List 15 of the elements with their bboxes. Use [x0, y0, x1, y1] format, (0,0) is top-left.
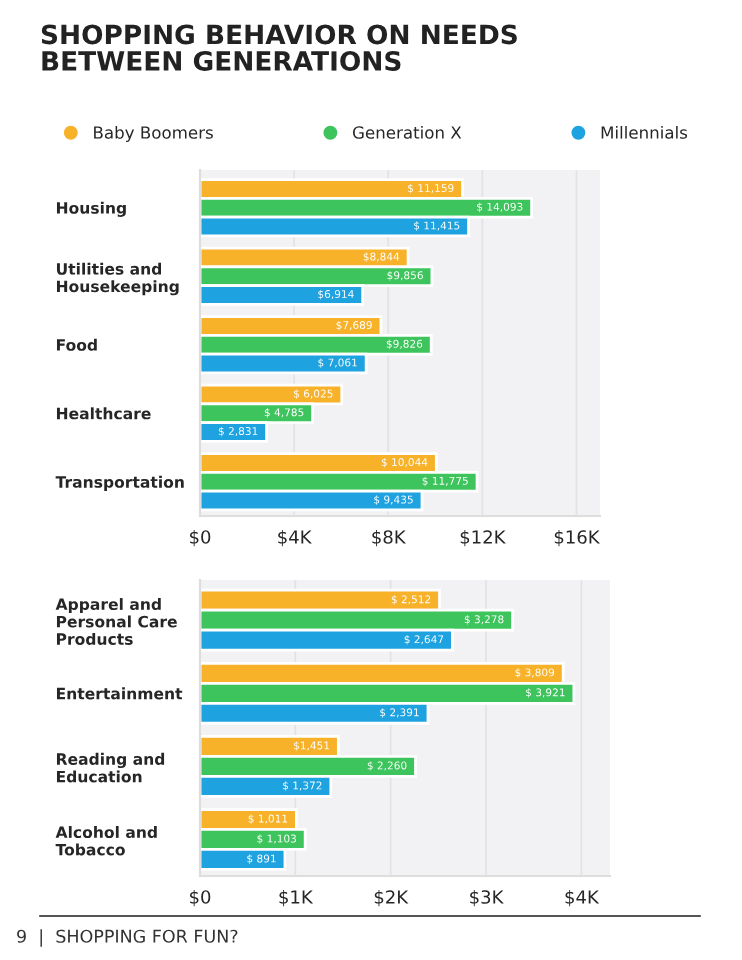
legend-label: Millennials: [601, 125, 688, 139]
x-tick-label: $0: [190, 889, 211, 907]
legend-label: Generation X: [352, 125, 462, 139]
x-tick-label: $2K: [374, 889, 409, 907]
x-tick-label: $1K: [279, 889, 314, 907]
chart-title: SHOPPING BEHAVIOR ON NEEDS BETWEEN GENERATIONS: [41, 24, 517, 71]
x-tick-label: $0: [190, 529, 211, 547]
x-tick-label: $16K: [554, 529, 600, 547]
x-tick-label: $8K: [372, 529, 407, 547]
x-tick-label: $4K: [565, 889, 600, 907]
text: 9 | SHOPPING FOR FUN?: [17, 929, 238, 947]
x-tick-label: $3K: [470, 889, 504, 907]
x-tick-label: $12K: [460, 529, 506, 547]
x-tick-label: $4K: [278, 529, 312, 547]
legend-label: Baby Boomers: [94, 125, 213, 143]
